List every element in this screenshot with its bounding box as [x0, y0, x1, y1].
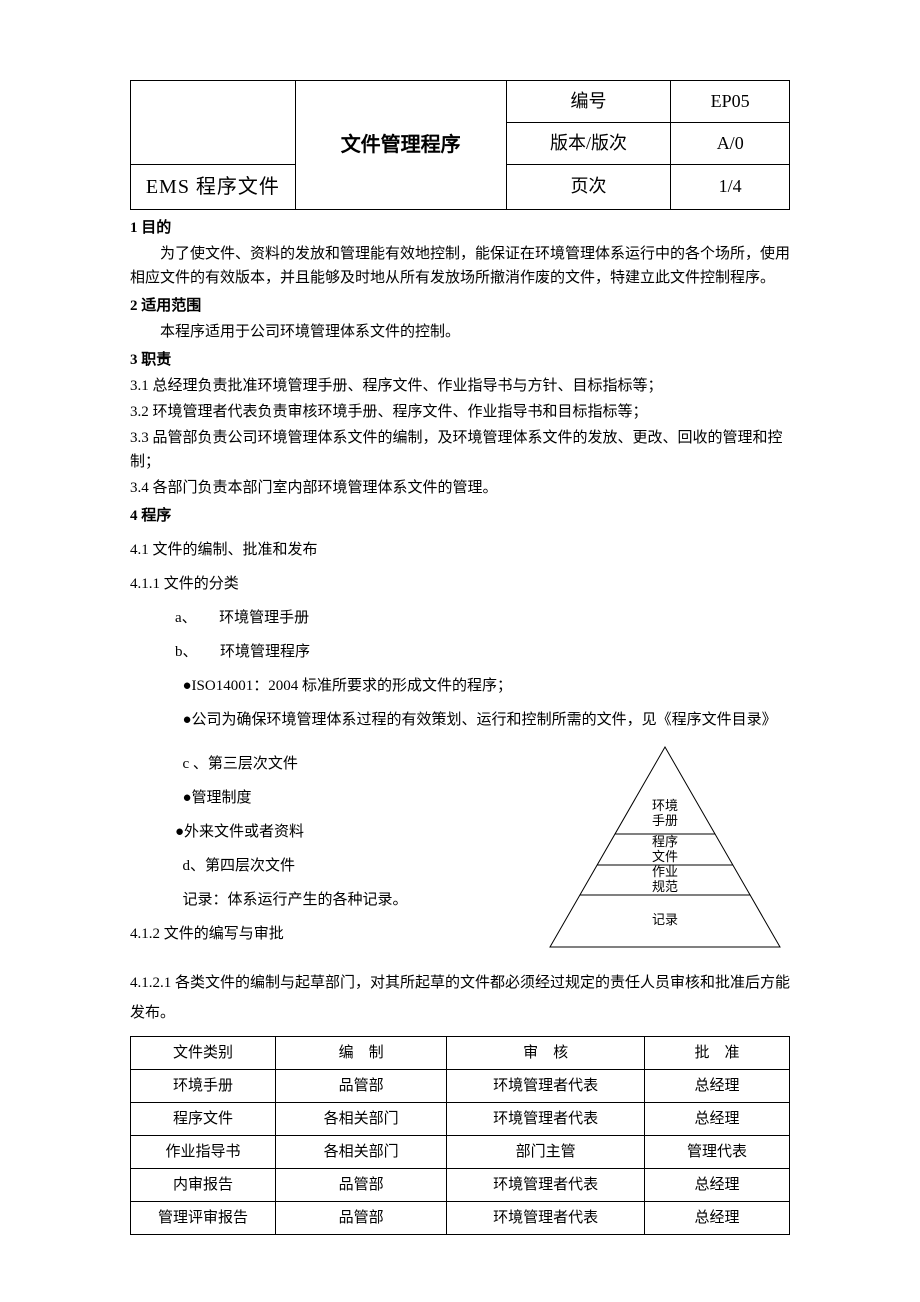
- header-value-0: EP05: [671, 81, 790, 123]
- table-cell: 品管部: [275, 1069, 446, 1102]
- s3-item-1: 3.2 环境管理者代表负责审核环境手册、程序文件、作业指导书和目标指标等；: [130, 400, 790, 424]
- th-2: 审 核: [447, 1036, 645, 1069]
- pyr-level-0: 环境手册: [540, 798, 790, 829]
- table-cell: 部门主管: [447, 1135, 645, 1168]
- table-cell: 环境管理者代表: [447, 1168, 645, 1201]
- bullet-c2: ●外来文件或者资料: [175, 820, 530, 844]
- table-row: 环境手册品管部环境管理者代表总经理: [131, 1069, 790, 1102]
- table-cell: 各相关部门: [275, 1102, 446, 1135]
- s3-item-0: 3.1 总经理负责批准环境管理手册、程序文件、作业指导书与方针、目标指标等；: [130, 374, 790, 398]
- table-cell: 管理评审报告: [131, 1201, 276, 1234]
- table-cell: 品管部: [275, 1201, 446, 1234]
- table-cell: 总经理: [644, 1201, 789, 1234]
- section-1-body: 为了使文件、资料的发放和管理能有效地控制，能保证在环境管理体系运行中的各个场所，…: [130, 242, 790, 290]
- table-cell: 环境管理者代表: [447, 1102, 645, 1135]
- pyr-level-3: 记录: [540, 912, 790, 928]
- pyr-level-2: 作业规范: [540, 864, 790, 895]
- header-label-1: 版本/版次: [506, 122, 671, 164]
- s4-1-1: 4.1.1 文件的分类: [130, 572, 790, 596]
- s4-1-2-1: 4.1.2.1 各类文件的编制与起草部门，对其所起草的文件都必须经过规定的责任人…: [130, 968, 790, 1028]
- ems-label: EMS 程序文件: [131, 164, 296, 209]
- section-2-body: 本程序适用于公司环境管理体系文件的控制。: [130, 320, 790, 344]
- s3-item-2: 3.3 品管部负责公司环境管理体系文件的编制，及环境管理体系文件的发放、更改、回…: [130, 426, 790, 474]
- table-cell: 各相关部门: [275, 1135, 446, 1168]
- item-d-note: 记录：体系运行产生的各种记录。: [183, 888, 531, 912]
- header-value-1: A/0: [671, 122, 790, 164]
- table-row: 作业指导书各相关部门部门主管管理代表: [131, 1135, 790, 1168]
- item-a: a、 环境管理手册: [175, 606, 790, 630]
- section-1-title: 1 目的: [130, 216, 790, 240]
- table-cell: 总经理: [644, 1168, 789, 1201]
- table-row: 管理评审报告品管部环境管理者代表总经理: [131, 1201, 790, 1234]
- table-cell: 环境管理者代表: [447, 1069, 645, 1102]
- table-cell: 管理代表: [644, 1135, 789, 1168]
- table-cell: 品管部: [275, 1168, 446, 1201]
- table-cell: 环境手册: [131, 1069, 276, 1102]
- document-pyramid: 环境手册 程序文件 作业规范 记录: [540, 742, 790, 960]
- table-cell: 程序文件: [131, 1102, 276, 1135]
- header-value-2: 1/4: [671, 164, 790, 209]
- table-cell: 总经理: [644, 1069, 789, 1102]
- section-4-title: 4 程序: [130, 504, 790, 528]
- s3-item-3: 3.4 各部门负责本部门室内部环境管理体系文件的管理。: [130, 476, 790, 500]
- s4-1-2: 4.1.2 文件的编写与审批: [130, 922, 530, 946]
- table-cell: 内审报告: [131, 1168, 276, 1201]
- table-row: 内审报告品管部环境管理者代表总经理: [131, 1168, 790, 1201]
- responsibility-table: 文件类别 编 制 审 核 批 准 环境手册品管部环境管理者代表总经理程序文件各相…: [130, 1036, 790, 1235]
- section-3-title: 3 职责: [130, 348, 790, 372]
- section-2-title: 2 适用范围: [130, 294, 790, 318]
- bullet-b2: ●公司为确保环境管理体系过程的有效策划、运行和控制所需的文件，见《程序文件目录》: [183, 708, 791, 732]
- header-label-0: 编号: [506, 81, 671, 123]
- bullet-b1: ●ISO14001：2004 标准所要求的形成文件的程序；: [183, 674, 791, 698]
- item-d: d、第四层次文件: [183, 854, 531, 878]
- doc-header-table: 文件管理程序 编号 EP05 版本/版次 A/0 EMS 程序文件 页次 1/4: [130, 80, 790, 210]
- th-3: 批 准: [644, 1036, 789, 1069]
- table-cell: 总经理: [644, 1102, 789, 1135]
- doc-title: 文件管理程序: [295, 81, 506, 210]
- header-label-2: 页次: [506, 164, 671, 209]
- item-b: b、 环境管理程序: [175, 640, 790, 664]
- s4-1: 4.1 文件的编制、批准和发布: [130, 538, 790, 562]
- pyr-level-1: 程序文件: [540, 834, 790, 865]
- bullet-c1: ●管理制度: [183, 786, 531, 810]
- th-1: 编 制: [275, 1036, 446, 1069]
- table-cell: 作业指导书: [131, 1135, 276, 1168]
- th-0: 文件类别: [131, 1036, 276, 1069]
- item-c: c 、第三层次文件: [183, 752, 531, 776]
- table-cell: 环境管理者代表: [447, 1201, 645, 1234]
- table-row: 程序文件各相关部门环境管理者代表总经理: [131, 1102, 790, 1135]
